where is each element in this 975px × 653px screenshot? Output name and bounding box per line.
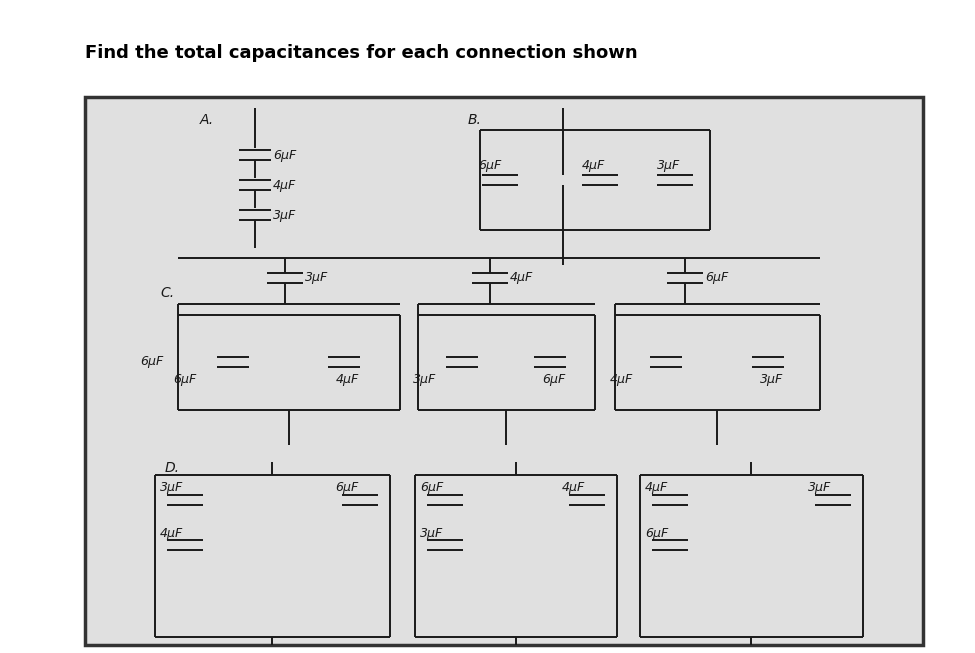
Text: 6μF: 6μF <box>420 481 444 494</box>
Text: D.: D. <box>165 461 180 475</box>
Text: 3μF: 3μF <box>808 481 832 494</box>
Text: 4μF: 4μF <box>610 374 633 387</box>
Text: 4μF: 4μF <box>160 526 183 539</box>
Text: A.: A. <box>200 113 214 127</box>
Text: 6μF: 6μF <box>273 148 296 161</box>
Text: B.: B. <box>468 113 482 127</box>
Text: 6μF: 6μF <box>542 374 565 387</box>
Text: 6μF: 6μF <box>478 159 501 172</box>
Text: 3μF: 3μF <box>760 374 783 387</box>
Text: Find the total capacitances for each connection shown: Find the total capacitances for each con… <box>85 44 638 62</box>
Text: 3μF: 3μF <box>305 272 329 285</box>
Text: 3μF: 3μF <box>420 526 444 539</box>
FancyBboxPatch shape <box>85 97 923 645</box>
Text: 3μF: 3μF <box>160 481 183 494</box>
Text: 6μF: 6μF <box>335 481 358 494</box>
Text: 6μF: 6μF <box>140 355 163 368</box>
Text: 4μF: 4μF <box>562 481 585 494</box>
Text: 4μF: 4μF <box>273 178 296 191</box>
Text: 6μF: 6μF <box>645 526 668 539</box>
Text: 3μF: 3μF <box>413 374 436 387</box>
Text: 6μF: 6μF <box>173 374 196 387</box>
Text: 4μF: 4μF <box>582 159 605 172</box>
Text: 3μF: 3μF <box>657 159 681 172</box>
Text: 4μF: 4μF <box>510 272 533 285</box>
Text: 3μF: 3μF <box>273 208 296 221</box>
Text: 4μF: 4μF <box>645 481 668 494</box>
Text: 4μF: 4μF <box>336 374 359 387</box>
Text: 6μF: 6μF <box>705 272 728 285</box>
Text: C.: C. <box>160 286 175 300</box>
